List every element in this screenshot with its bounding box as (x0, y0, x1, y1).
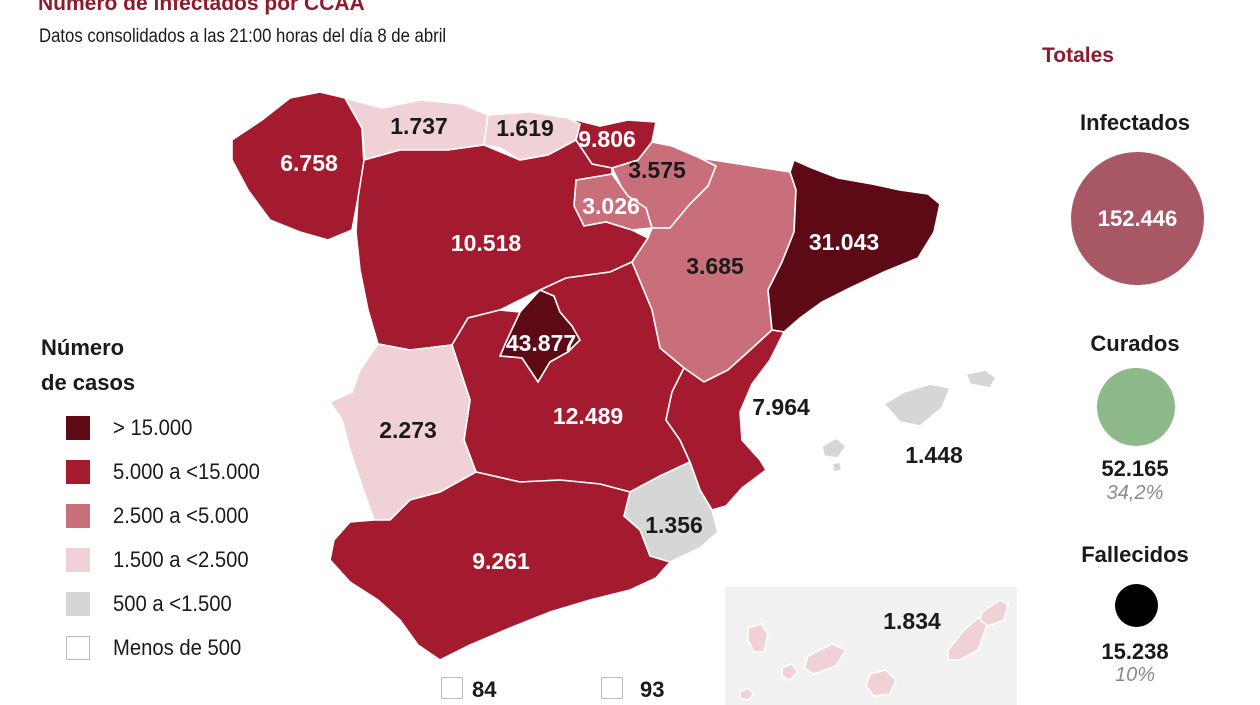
legend-label: 1.500 a <2.500 (113, 547, 249, 572)
value-label-comunidad-valenciana: 7.964 (752, 394, 810, 420)
region-comunidad-valenciana (665, 329, 786, 511)
value-label-la-rioja: 3.026 (582, 193, 640, 219)
legend-swatch (66, 416, 90, 440)
value-label-cantabria: 1.619 (496, 115, 554, 141)
ceuta-swatch (441, 677, 463, 699)
infectados-label: Infectados (1079, 110, 1191, 135)
baleares-islands (821, 369, 998, 473)
melilla-value: 93 (640, 677, 665, 702)
fallecidos-percent: 10% (1114, 664, 1156, 686)
infectados-circle: 152.446 (1071, 152, 1204, 285)
ceuta-value: 84 (472, 677, 497, 702)
region-cataluna (767, 158, 941, 333)
fallecidos-circle (1115, 584, 1158, 627)
canarias-islands (739, 599, 1009, 701)
curados-label: Curados (1090, 331, 1180, 356)
region-andalucia (329, 471, 672, 661)
value-label-baleares: 1.448 (905, 442, 963, 468)
value-label-extremadura: 2.273 (379, 417, 437, 443)
legend-swatch (66, 592, 90, 616)
fallecidos-label: Fallecidos (1081, 542, 1189, 567)
value-label-castilla-leon: 10.518 (451, 230, 522, 256)
totals-heading: Totales (1042, 44, 1114, 67)
legend-swatch (66, 504, 90, 528)
value-label-asturias: 1.737 (390, 113, 448, 139)
value-label-canarias: 1.834 (883, 608, 941, 634)
legend-label: Menos de 500 (113, 635, 242, 660)
value-label-castilla-la-mancha: 12.489 (553, 403, 623, 429)
curados-value: 52.165 (1101, 456, 1169, 481)
curados-percent: 34,2% (1106, 482, 1164, 504)
legend-label: > 15.000 (113, 415, 193, 440)
legend-swatch (66, 636, 90, 660)
curados-circle (1097, 368, 1175, 446)
value-label-aragon: 3.685 (686, 253, 744, 279)
legend-swatch (66, 548, 90, 572)
fallecidos-value: 15.238 (1101, 639, 1169, 664)
melilla-swatch (601, 677, 623, 699)
page-subtitle: Datos consolidados a las 21:00 horas del… (39, 26, 447, 47)
infectados-value: 152.446 (1097, 205, 1178, 231)
value-label-andalucia: 9.261 (472, 548, 530, 574)
legend-label: 2.500 a <5.000 (113, 503, 249, 528)
value-label-pais-vasco: 9.806 (578, 126, 636, 152)
value-label-madrid: 43.877 (506, 330, 576, 356)
value-label-navarra: 3.575 (628, 157, 686, 183)
region-value-labels: 6.758 1.737 1.619 9.806 3.575 3.026 10.518 3.68… (280, 113, 963, 634)
page-title: Número de infectados por CCAA (38, 0, 365, 15)
legend-label: 5.000 a <15.000 (113, 459, 260, 484)
legend-title: Número de casos (41, 335, 136, 395)
value-label-murcia: 1.356 (645, 512, 703, 538)
legend-label: 500 a <1.500 (113, 591, 232, 616)
value-label-galicia: 6.758 (280, 150, 338, 176)
legend-swatch (66, 460, 90, 484)
value-label-cataluna: 31.043 (809, 229, 879, 255)
region-castilla-leon (355, 138, 650, 351)
